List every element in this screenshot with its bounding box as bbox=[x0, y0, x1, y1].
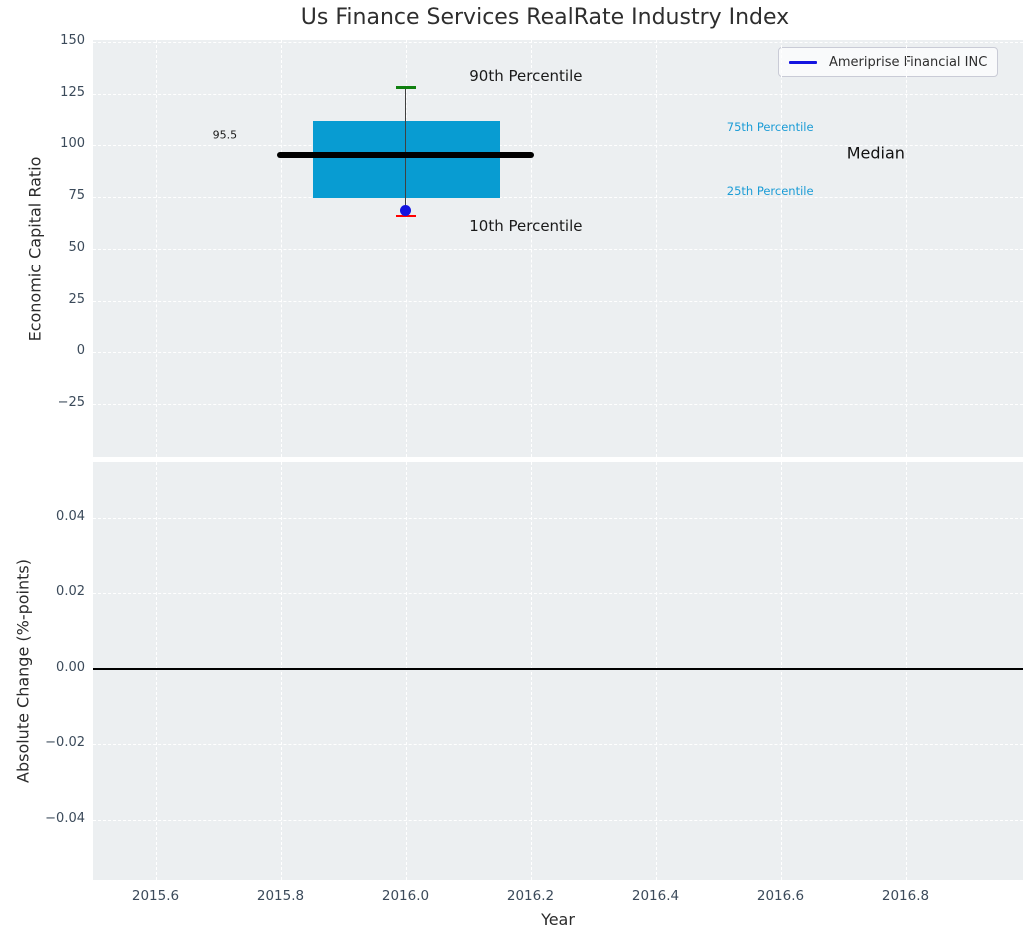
annotation-10th-percentile: 10th Percentile bbox=[469, 217, 583, 236]
y-tick-label: −0.02 bbox=[45, 735, 85, 751]
y-tick-label: 125 bbox=[60, 84, 85, 100]
zero-line bbox=[93, 668, 1023, 670]
y-tick-label: 50 bbox=[68, 239, 85, 255]
v-gridline bbox=[655, 462, 657, 880]
v-gridline bbox=[405, 462, 407, 880]
y-tick-label: −25 bbox=[57, 395, 85, 411]
h-gridline bbox=[93, 744, 1023, 746]
x-tick-label: 2016.8 bbox=[881, 888, 930, 904]
v-gridline bbox=[405, 40, 407, 457]
v-gridline bbox=[905, 40, 907, 457]
x-tick-label: 2016.0 bbox=[381, 888, 430, 904]
v-gridline bbox=[780, 40, 782, 457]
y-tick-label: −0.04 bbox=[45, 810, 85, 826]
top-plot-area bbox=[93, 40, 1023, 457]
h-gridline bbox=[93, 93, 1023, 95]
v-gridline bbox=[280, 462, 282, 880]
h-gridline bbox=[93, 197, 1023, 199]
annotation-95-5: 95.5 bbox=[212, 128, 238, 142]
legend-line-swatch bbox=[789, 60, 817, 64]
bottom-plot-area bbox=[93, 462, 1023, 880]
x-tick-label: 2016.2 bbox=[506, 888, 555, 904]
v-gridline bbox=[530, 40, 532, 457]
x-tick-label: 2016.4 bbox=[631, 888, 680, 904]
annotation-90th-percentile: 90th Percentile bbox=[469, 67, 583, 86]
y-tick-label: 100 bbox=[60, 136, 85, 152]
y-tick-label: 0.02 bbox=[56, 584, 85, 600]
x-axis-label: Year bbox=[541, 910, 575, 929]
v-gridline bbox=[530, 462, 532, 880]
v-gridline bbox=[155, 40, 157, 457]
h-gridline bbox=[93, 517, 1023, 519]
annotation-75th-percentile: 75th Percentile bbox=[726, 119, 814, 134]
y-tick-label: 0 bbox=[76, 343, 85, 359]
h-gridline bbox=[93, 42, 1023, 44]
v-gridline bbox=[155, 462, 157, 880]
company-data-point bbox=[400, 205, 411, 217]
annotation-median: Median bbox=[846, 143, 905, 163]
v-gridline bbox=[655, 40, 657, 457]
h-gridline bbox=[93, 352, 1023, 354]
percentile-box bbox=[313, 120, 500, 199]
h-gridline bbox=[93, 248, 1023, 250]
h-gridline bbox=[93, 404, 1023, 406]
h-gridline bbox=[93, 593, 1023, 595]
y-tick-label: 75 bbox=[68, 188, 85, 204]
median-line bbox=[277, 151, 535, 159]
legend-label: Ameriprise Financial INC bbox=[829, 54, 988, 70]
x-tick-label: 2015.8 bbox=[256, 888, 305, 904]
legend: Ameriprise Financial INC bbox=[778, 47, 999, 77]
chart-title: Us Finance Services RealRate Industry In… bbox=[300, 5, 790, 30]
h-gridline bbox=[93, 819, 1023, 821]
y-tick-label: 0.04 bbox=[56, 508, 85, 524]
p90-cap bbox=[395, 86, 416, 89]
annotation-25th-percentile: 25th Percentile bbox=[726, 183, 814, 198]
v-gridline bbox=[780, 462, 782, 880]
v-gridline bbox=[905, 462, 907, 880]
x-tick-label: 2015.6 bbox=[131, 888, 180, 904]
x-tick-label: 2016.6 bbox=[756, 888, 805, 904]
h-gridline bbox=[93, 145, 1023, 147]
h-gridline bbox=[93, 300, 1023, 302]
y-tick-label: 0.00 bbox=[56, 659, 85, 675]
y-tick-label: 25 bbox=[68, 291, 85, 307]
y-tick-label: 150 bbox=[60, 33, 85, 49]
v-gridline bbox=[280, 40, 282, 457]
